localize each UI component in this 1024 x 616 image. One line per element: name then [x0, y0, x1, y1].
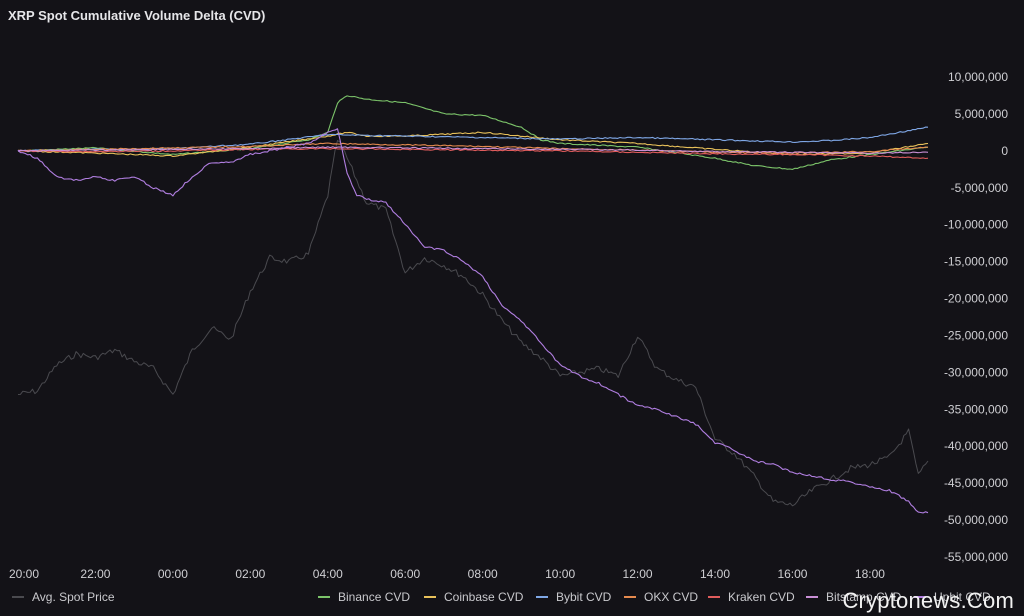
- y-tick-label: 10,000,000: [948, 70, 1008, 84]
- legend-label: Upbit CVD: [934, 590, 991, 604]
- x-tick-label: 22:00: [80, 567, 110, 581]
- x-tick-label: 00:00: [158, 567, 188, 581]
- y-tick-label: 5,000,000: [955, 107, 1009, 121]
- series-line-bitstamp-cvd: [17, 146, 929, 155]
- legend-item[interactable]: Bitstamp CVD: [806, 590, 902, 604]
- legend-label: Bitstamp CVD: [826, 590, 902, 604]
- series-line-coinbase-cvd: [17, 131, 929, 158]
- legend-label: Coinbase CVD: [444, 590, 524, 604]
- series-line-upbit-cvd: [17, 128, 929, 514]
- y-tick-label: -50,000,000: [944, 513, 1008, 527]
- legend-label: Bybit CVD: [556, 590, 612, 604]
- legend-item[interactable]: Binance CVD: [318, 590, 410, 604]
- x-tick-label: 06:00: [390, 567, 420, 581]
- series-line-bybit-cvd: [17, 126, 929, 152]
- y-tick-label: -15,000,000: [944, 255, 1008, 269]
- y-tick-label: -20,000,000: [944, 292, 1008, 306]
- series-line-binance-cvd: [17, 95, 929, 170]
- legend-item[interactable]: Kraken CVD: [708, 590, 795, 604]
- legend-label: Kraken CVD: [728, 590, 795, 604]
- legend-item[interactable]: OKX CVD: [624, 590, 698, 604]
- legend-label: Binance CVD: [338, 590, 410, 604]
- legend: Avg. Spot Price Binance CVD Coinbase CVD By…: [12, 590, 991, 604]
- x-tick-label: 12:00: [623, 567, 653, 581]
- x-tick-label: 02:00: [235, 567, 265, 581]
- x-tick-label: 04:00: [313, 567, 343, 581]
- legend-item[interactable]: Upbit CVD: [914, 590, 991, 604]
- series-line-kraken-cvd: [17, 147, 929, 160]
- legend-label: OKX CVD: [644, 590, 698, 604]
- watermark: Cryptonews.Com: [842, 588, 1014, 613]
- series-layer: [17, 95, 929, 514]
- y-tick-label: -30,000,000: [944, 365, 1008, 379]
- legend-item[interactable]: Coinbase CVD: [424, 590, 524, 604]
- y-tick-label: -40,000,000: [944, 439, 1008, 453]
- y-axis: 10,000,000 5,000,000 0 -5,000,000 -10,000,00…: [944, 70, 1008, 564]
- x-tick-label: 16:00: [777, 567, 807, 581]
- legend-label: Avg. Spot Price: [32, 590, 115, 604]
- legend-item[interactable]: Bybit CVD: [536, 590, 612, 604]
- series-line-avg-spot-price: [17, 140, 929, 507]
- x-tick-label: 18:00: [855, 567, 885, 581]
- x-tick-label: 14:00: [700, 567, 730, 581]
- y-tick-label: -25,000,000: [944, 328, 1008, 342]
- x-axis: 20:00 22:00 00:00 02:00 04:00 06:00 08:00 10:00…: [9, 567, 885, 581]
- series-line-okx-cvd: [17, 142, 929, 155]
- x-tick-label: 20:00: [9, 567, 39, 581]
- y-tick-label: -35,000,000: [944, 402, 1008, 416]
- x-tick-label: 10:00: [545, 567, 575, 581]
- y-tick-label: -5,000,000: [951, 181, 1009, 195]
- y-tick-label: 0: [1001, 144, 1008, 158]
- chart-title: XRP Spot Cumulative Volume Delta (CVD): [8, 8, 266, 23]
- legend-item[interactable]: Avg. Spot Price: [12, 590, 115, 604]
- y-tick-label: -10,000,000: [944, 218, 1008, 232]
- x-tick-label: 08:00: [468, 567, 498, 581]
- y-tick-label: -55,000,000: [944, 550, 1008, 564]
- y-tick-label: -45,000,000: [944, 476, 1008, 490]
